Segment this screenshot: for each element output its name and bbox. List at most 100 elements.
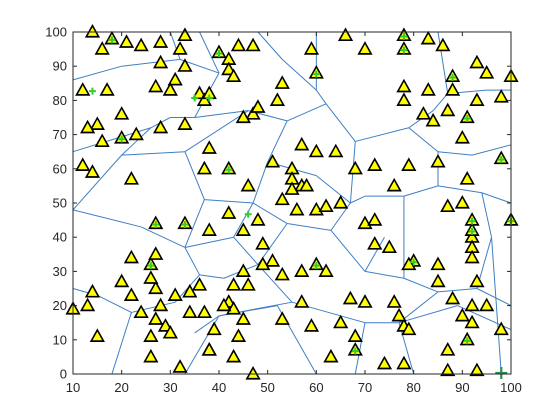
data-point-triangle (338, 27, 353, 41)
data-point-triangle (445, 291, 460, 305)
data-point-triangle (114, 106, 129, 120)
scatter-points (65, 24, 518, 380)
data-point-triangle (275, 267, 290, 281)
data-point-triangle (333, 195, 348, 209)
voronoi-edge (355, 128, 409, 142)
data-point-triangle (245, 366, 260, 380)
voronoi-edge (438, 152, 472, 155)
x-tick-label: 90 (455, 380, 469, 395)
data-point-triangle (440, 342, 455, 356)
voronoi-edge (73, 210, 141, 227)
data-point-triangle (153, 55, 168, 69)
voronoi-edge (204, 200, 253, 203)
data-point-triangle (226, 349, 241, 363)
data-point-triangle (90, 328, 105, 342)
data-point-triangle (323, 349, 338, 363)
data-point-triangle (294, 137, 309, 151)
voronoi-edge (482, 193, 511, 203)
data-point-triangle (396, 92, 411, 106)
y-tick-label: 100 (45, 25, 67, 40)
data-point-triangle (367, 157, 382, 171)
voronoi-edge (326, 104, 355, 142)
voronoi-edge (268, 121, 287, 162)
data-point-triangle (226, 277, 241, 291)
data-point-triangle (134, 38, 149, 52)
x-tick-label: 80 (406, 380, 420, 395)
data-point-triangle (177, 27, 192, 41)
x-tick-label: 100 (500, 380, 522, 395)
data-point-triangle (124, 250, 139, 264)
voronoi-edge (316, 90, 326, 104)
data-point-triangle (469, 274, 484, 288)
data-point-triangle (255, 236, 270, 250)
voronoi-edge (185, 237, 234, 247)
x-tick-label: 60 (309, 380, 323, 395)
data-point-triangle (148, 246, 163, 260)
data-point-triangle (318, 198, 333, 212)
data-point-triangle (348, 161, 363, 175)
data-point-triangle (124, 171, 139, 185)
data-point-triangle (460, 171, 475, 185)
y-tick-label: 90 (53, 59, 67, 74)
voronoi-edge (287, 224, 331, 231)
data-point-triangle (75, 157, 90, 171)
data-point-triangle (401, 157, 416, 171)
data-point-triangle (387, 178, 402, 192)
voronoi-edge (492, 237, 502, 374)
data-point-triangle (241, 277, 256, 291)
data-point-triangle (469, 92, 484, 106)
data-point-triangle (357, 41, 372, 55)
data-point-triangle (464, 298, 479, 312)
data-point-triangle (391, 308, 406, 322)
voronoi-edge (141, 227, 185, 248)
data-point-triangle (294, 294, 309, 308)
x-tick-label: 50 (260, 380, 274, 395)
data-point-triangle (328, 144, 343, 158)
voronoi-edge (404, 186, 438, 196)
data-point-triangle (148, 311, 163, 325)
data-point-triangle (95, 133, 110, 147)
y-tick-label: 40 (53, 230, 67, 245)
x-tick-label: 70 (358, 380, 372, 395)
x-tick-label: 40 (212, 380, 226, 395)
voronoi-edge (287, 104, 326, 121)
data-point-triangle (182, 304, 197, 318)
data-point-triangle (143, 270, 158, 284)
data-point-triangle (172, 359, 187, 373)
data-point-triangle (275, 75, 290, 89)
data-point-triangle (177, 58, 192, 72)
voronoi-edge (477, 289, 511, 306)
data-point-triangle (265, 154, 280, 168)
data-point-triangle (357, 294, 372, 308)
voronoi-edge (122, 152, 185, 155)
data-point-triangle (85, 284, 100, 298)
y-tick-label: 60 (53, 161, 67, 176)
voronoi-edge (112, 312, 131, 374)
data-point-triangle (309, 144, 324, 158)
data-point-triangle (455, 130, 470, 144)
data-point-triangle (367, 236, 382, 250)
voronoi-edge (365, 271, 404, 278)
data-point-triangle (455, 195, 470, 209)
y-tick-label: 70 (53, 127, 67, 142)
data-point-triangle (494, 322, 509, 336)
data-point-triangle (197, 304, 212, 318)
voronoi-edge (316, 176, 350, 203)
voronoi-edge (185, 111, 248, 152)
data-point-triangle (494, 89, 509, 103)
data-point-triangle (143, 328, 158, 342)
data-point-triangle (250, 212, 265, 226)
data-point-triangle (197, 161, 212, 175)
data-point-triangle (153, 120, 168, 134)
data-point-triangle (343, 291, 358, 305)
data-point-triangle (430, 154, 445, 168)
data-point-triangle (430, 274, 445, 288)
data-point-triangle (245, 38, 260, 52)
data-point-triangle (221, 205, 236, 219)
data-point-triangle (202, 140, 217, 154)
data-point-triangle (231, 38, 246, 52)
voronoi-edge (234, 237, 258, 264)
data-point-triangle (440, 198, 455, 212)
data-point-triangle (396, 79, 411, 93)
data-point-triangle (119, 34, 134, 48)
